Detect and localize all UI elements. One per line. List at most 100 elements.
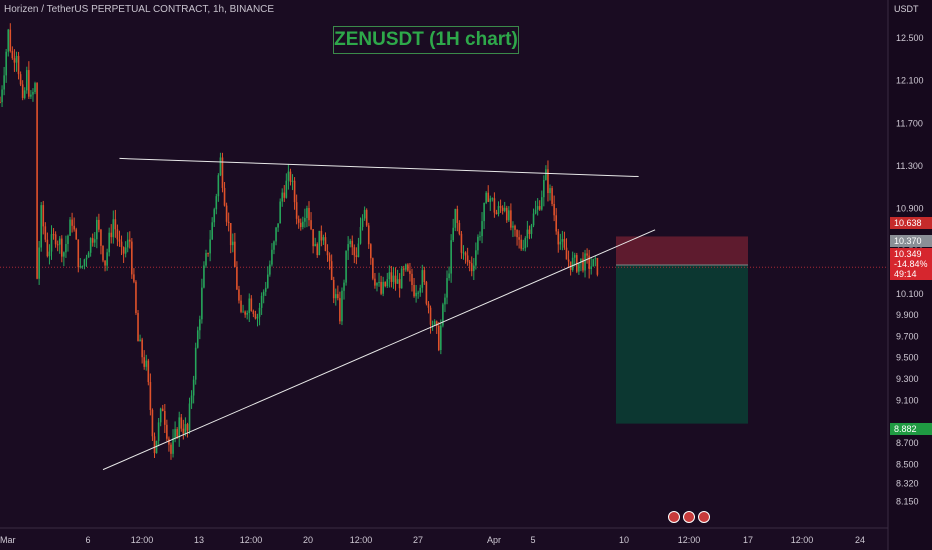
candle-body bbox=[534, 209, 537, 214]
candle-body bbox=[122, 247, 125, 254]
candle-body bbox=[32, 91, 34, 95]
candle-body bbox=[254, 313, 257, 319]
candle-body bbox=[314, 244, 316, 247]
candle-body bbox=[470, 263, 473, 272]
candle-body bbox=[244, 311, 246, 315]
candle-body bbox=[489, 198, 492, 202]
price-tick-label: 8.500 bbox=[896, 459, 919, 469]
candle-body bbox=[334, 294, 337, 299]
candle-body bbox=[374, 278, 376, 286]
time-tick-label: 10 bbox=[619, 535, 629, 545]
time-tick-label: 5 bbox=[530, 535, 535, 545]
candle-body bbox=[312, 229, 314, 247]
candle-body bbox=[530, 225, 533, 234]
candle-body bbox=[211, 222, 213, 240]
candle-body bbox=[524, 238, 527, 249]
candle-body bbox=[207, 253, 209, 255]
candle-body bbox=[170, 444, 172, 454]
candle-body bbox=[40, 205, 42, 248]
candle-body bbox=[153, 436, 156, 454]
price-tick-label: 9.900 bbox=[896, 310, 919, 320]
candle-body bbox=[567, 259, 570, 262]
candle-body bbox=[205, 253, 207, 266]
candle-body bbox=[450, 240, 452, 274]
candle-body bbox=[23, 90, 26, 98]
candle-body bbox=[19, 74, 22, 85]
candle-body bbox=[495, 212, 498, 215]
candle-body bbox=[188, 403, 191, 431]
candle-body bbox=[299, 222, 302, 228]
candle-body bbox=[54, 234, 57, 245]
candle-body bbox=[551, 188, 553, 204]
candle-body bbox=[283, 192, 286, 198]
candle-body bbox=[52, 234, 55, 236]
event-flag-icon[interactable] bbox=[668, 511, 680, 523]
candle-body bbox=[547, 169, 549, 194]
candle-body bbox=[380, 281, 382, 294]
candle-body bbox=[128, 239, 131, 242]
candle-body bbox=[161, 408, 164, 412]
candle-body bbox=[437, 326, 440, 351]
candle-body bbox=[497, 206, 500, 215]
candle-body bbox=[229, 223, 232, 246]
event-icons bbox=[668, 511, 710, 523]
candle-body bbox=[501, 207, 504, 211]
candle-body bbox=[341, 290, 343, 322]
candle-body bbox=[126, 239, 129, 248]
event-flag-icon[interactable] bbox=[683, 511, 695, 523]
candle-body bbox=[199, 319, 201, 331]
candle-body bbox=[343, 282, 345, 291]
candle-body bbox=[184, 424, 187, 434]
candle-body bbox=[596, 258, 599, 275]
candle-body bbox=[13, 58, 16, 63]
candle-body bbox=[555, 215, 557, 232]
candle-body bbox=[250, 298, 253, 311]
trendline-lower bbox=[102, 229, 656, 471]
candle-body bbox=[139, 339, 141, 342]
candle-body bbox=[302, 221, 304, 228]
candle-body bbox=[419, 287, 422, 293]
price-change: -14.84% bbox=[894, 259, 928, 269]
candle-body bbox=[166, 424, 168, 439]
candle-body bbox=[427, 303, 430, 308]
candle-body bbox=[28, 70, 30, 97]
candle-body bbox=[1, 89, 3, 103]
candle-body bbox=[308, 208, 310, 221]
candle-body bbox=[573, 255, 576, 258]
candle-body bbox=[345, 250, 347, 283]
candle-body bbox=[326, 250, 329, 256]
candle-body bbox=[65, 244, 67, 253]
candle-body bbox=[289, 171, 292, 182]
candle-body bbox=[520, 239, 522, 249]
candle-body bbox=[407, 264, 409, 271]
candle-body bbox=[112, 219, 115, 238]
candle-body bbox=[540, 197, 543, 210]
time-tick-label: 17 bbox=[743, 535, 753, 545]
candle-body bbox=[347, 244, 349, 251]
candle-body bbox=[431, 324, 434, 326]
candle-body bbox=[219, 157, 222, 176]
candle-body bbox=[267, 274, 269, 288]
candle-body bbox=[149, 382, 152, 410]
candle-body bbox=[396, 279, 399, 284]
last-price: 10.349 bbox=[894, 249, 922, 259]
candle-body bbox=[320, 230, 323, 241]
candle-body bbox=[569, 261, 572, 270]
candle-body bbox=[357, 243, 360, 258]
candle-body bbox=[79, 266, 82, 268]
candle-body bbox=[61, 238, 63, 257]
candle-body bbox=[277, 223, 279, 228]
candle-body bbox=[192, 379, 195, 396]
price-tick-label: 11.700 bbox=[896, 118, 923, 128]
candle-body bbox=[526, 229, 529, 239]
candle-body bbox=[392, 275, 395, 282]
candle-body bbox=[46, 239, 49, 257]
candle-body bbox=[71, 219, 73, 226]
price-tick-label: 8.700 bbox=[896, 438, 919, 448]
candle-body bbox=[106, 252, 108, 266]
candle-body bbox=[485, 192, 487, 203]
event-flag-icon[interactable] bbox=[698, 511, 710, 523]
candle-body bbox=[180, 417, 183, 429]
